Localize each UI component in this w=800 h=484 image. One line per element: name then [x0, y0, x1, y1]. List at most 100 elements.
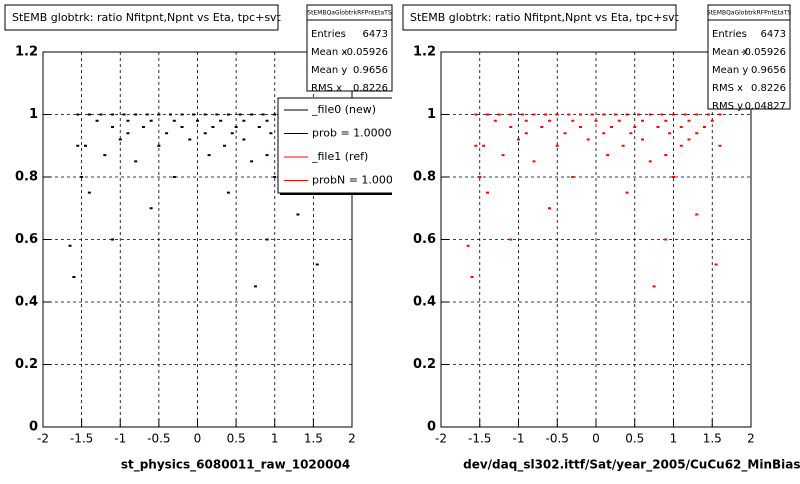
point — [695, 213, 699, 216]
point — [687, 119, 691, 122]
point — [486, 191, 489, 194]
point — [664, 119, 668, 122]
point — [706, 113, 710, 116]
x-tick-label: -0.5 — [546, 432, 569, 446]
point — [664, 154, 668, 157]
x-tick-label: 0.5 — [625, 432, 644, 446]
point — [203, 132, 207, 135]
point — [230, 132, 234, 135]
point — [87, 191, 91, 194]
point — [641, 119, 644, 122]
point — [637, 113, 641, 116]
y-tick-label: 0.2 — [15, 357, 38, 372]
point — [273, 176, 277, 178]
point — [486, 113, 489, 116]
point — [602, 113, 606, 116]
point — [660, 113, 664, 116]
point — [687, 138, 691, 141]
point — [474, 144, 478, 147]
point — [579, 113, 582, 116]
point — [679, 144, 683, 147]
point — [710, 119, 714, 122]
stats-label: Mean y — [311, 65, 347, 76]
y-tick-label: 1 — [427, 107, 436, 122]
point — [226, 113, 230, 116]
stats-label: RMS x — [311, 83, 342, 94]
legend-label: prob = 1.000000 — [312, 127, 406, 140]
title-box — [4, 4, 279, 31]
point — [586, 138, 590, 141]
point — [683, 113, 687, 116]
point — [672, 113, 675, 116]
point — [524, 132, 528, 135]
point — [493, 119, 497, 122]
point — [474, 113, 478, 116]
point — [141, 126, 145, 128]
y-tick-label: 0 — [29, 420, 38, 435]
x-tick-label: 1 — [670, 432, 678, 446]
point — [509, 126, 513, 128]
point — [579, 126, 582, 128]
point — [118, 138, 122, 141]
stats-value: 0.9656 — [751, 65, 786, 76]
point — [466, 244, 470, 247]
point — [652, 285, 656, 288]
point — [126, 119, 130, 122]
x-tick-label: 0 — [194, 432, 202, 446]
point — [656, 126, 660, 128]
point — [134, 113, 138, 116]
point — [76, 113, 80, 116]
point — [180, 113, 184, 116]
point — [242, 119, 246, 122]
stats-value: 0.9656 — [353, 65, 388, 76]
point — [509, 238, 513, 241]
point — [625, 191, 629, 194]
point — [517, 138, 520, 141]
stats-label: Mean y — [712, 65, 748, 76]
stats-value: -0.05926 — [741, 47, 786, 58]
point — [196, 119, 199, 122]
point — [188, 138, 192, 141]
point — [641, 138, 644, 141]
point — [548, 207, 551, 210]
x-tick-label: -1 — [513, 432, 525, 446]
point — [203, 113, 207, 116]
legend-label: probN = 1.000000 — [312, 174, 414, 187]
stats-title: StEMBQaGlobtrkRFPntEtaTS — [707, 10, 792, 17]
point — [668, 132, 672, 135]
point — [207, 154, 211, 157]
stats-value: -0.05926 — [343, 47, 388, 58]
y-tick-label: 0.4 — [15, 295, 38, 310]
point — [265, 238, 269, 241]
point — [111, 238, 115, 241]
x-tick-label: 1 — [271, 432, 279, 446]
y-tick-label: 1 — [29, 107, 38, 122]
stats-value: 0.04827 — [745, 101, 786, 112]
x-tick-label: 1.5 — [304, 432, 323, 446]
y-tick-label: 0.4 — [413, 295, 436, 310]
point — [672, 176, 675, 178]
point — [250, 113, 254, 116]
point — [83, 144, 87, 147]
stats-title: StEMBQaGlobtrkRFPntEtaTS — [307, 10, 392, 17]
point — [215, 113, 219, 116]
stats-label: Mean x — [712, 47, 748, 58]
point — [122, 113, 126, 116]
point — [563, 132, 567, 135]
point — [594, 119, 598, 122]
point — [265, 154, 269, 157]
y-tick-label: 0.2 — [413, 357, 436, 372]
point — [555, 144, 559, 147]
stats-label: RMS x — [712, 83, 743, 94]
legend: _file0 (new) prob = 1.000000 _file1 (ref) p… — [277, 97, 414, 195]
point — [524, 119, 528, 122]
point — [126, 132, 130, 135]
y-tick-label: 0 — [427, 420, 436, 435]
point — [250, 160, 254, 163]
point — [68, 244, 72, 247]
y-tick-label: 0.8 — [15, 170, 38, 185]
point — [544, 113, 548, 116]
x-tick-label: -2 — [37, 432, 49, 446]
x-tick-label: 0.5 — [227, 432, 246, 446]
